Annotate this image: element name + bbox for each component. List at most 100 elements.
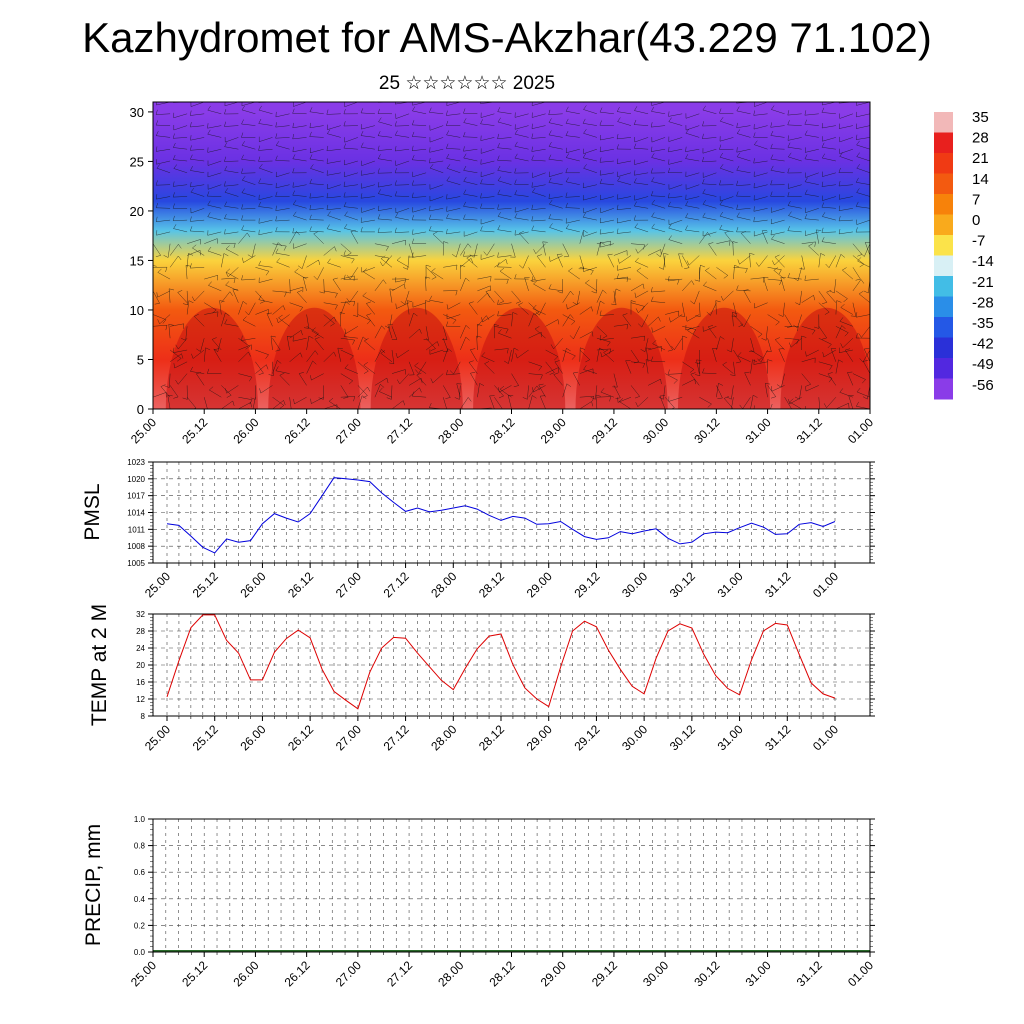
xtick-label: 27.00 [333, 415, 364, 446]
colorbar-swatch [934, 132, 953, 154]
colorbar-label: -42 [972, 336, 994, 353]
warm-lobe [677, 307, 771, 409]
colorbar-swatch [934, 112, 953, 133]
warm-lobe [575, 307, 668, 409]
colorbar-swatch [934, 153, 953, 174]
wind-barbs [153, 102, 870, 409]
xtick-label: 01.00 [810, 569, 841, 600]
ytick-label: 28 [136, 627, 145, 636]
xtick-label: 26.00 [230, 415, 261, 446]
colorbar: 35 28 21 14 7 0 -7 -14 -21 -28 -35 -42 -49 -56 [934, 109, 994, 400]
colorbar-label: -35 [972, 315, 994, 332]
xtick-label: 27.00 [333, 722, 364, 753]
xtick-label: 01.00 [845, 958, 876, 989]
pmsl-x-axis: 25.00 25.12 26.00 26.12 27.00 27.12 28.00 28.12… [142, 563, 841, 600]
ytick-label: 1005 [127, 559, 145, 568]
xtick-label: 26.00 [237, 569, 268, 600]
ytick-label: 1011 [128, 525, 146, 534]
xtick-label: 01.00 [845, 415, 876, 446]
xtick-label: 31.12 [794, 415, 825, 446]
xtick-label: 29.12 [571, 569, 602, 600]
colorbar-label: 7 [972, 191, 980, 208]
colorbar-swatch [934, 276, 953, 297]
colorbar-label: -28 [972, 294, 994, 311]
ytick-label: 1020 [127, 475, 145, 484]
xtick-label: 27.12 [384, 415, 415, 446]
colorbar-label: 0 [972, 212, 980, 229]
xtick-label: 31.00 [743, 958, 774, 989]
pmsl-grid [153, 461, 870, 566]
xtick-label: 30.00 [619, 569, 650, 600]
colorbar-label: 35 [972, 109, 989, 126]
colorbar-swatch [934, 194, 953, 215]
xtick-label: 25.12 [179, 958, 210, 989]
xtick-label: 28.12 [486, 415, 517, 446]
warm-lobe [473, 307, 566, 409]
main-ytick-label: 15 [130, 253, 144, 268]
xtick-label: 30.12 [667, 569, 698, 600]
xtick-label: 31.12 [794, 958, 825, 989]
xtick-label: 30.00 [640, 958, 671, 989]
ytick-label: 8 [141, 712, 146, 721]
xtick-label: 28.12 [486, 958, 517, 989]
xtick-label: 28.00 [428, 569, 459, 600]
xtick-label: 25.00 [142, 569, 173, 600]
xtick-label: 25.12 [179, 415, 210, 446]
ytick-label: 1008 [127, 542, 145, 551]
colorbar-swatch [934, 296, 953, 318]
xtick-label: 30.12 [691, 958, 722, 989]
xtick-label: 29.00 [524, 722, 555, 753]
main-ytick-label: 5 [137, 352, 144, 367]
ytick-label: 1014 [127, 509, 145, 518]
page-title: Kazhydromet for AMS-Akzhar(43.229 71.102… [82, 14, 932, 61]
xtick-label: 30.12 [667, 722, 698, 753]
warm-lobe [268, 307, 361, 409]
page-subtitle: 25 ☆☆☆☆☆☆ 2025 [378, 73, 556, 94]
pmsl-series-line [166, 477, 836, 554]
colorbar-label: 14 [972, 171, 989, 188]
colorbar-swatch [934, 358, 953, 379]
ytick-label: 1.0 [134, 815, 146, 824]
main-ytick-label: 0 [137, 402, 144, 417]
xtick-label: 29.12 [571, 722, 602, 753]
ytick-label: 16 [136, 678, 145, 687]
warm-lobe [165, 307, 258, 409]
xtick-label: 25.00 [128, 958, 159, 989]
precip-ylabel: PRECIP, mm [82, 824, 105, 946]
precip-grid [152, 818, 871, 955]
colorbar-label: -49 [972, 356, 994, 373]
colorbar-swatch [934, 173, 953, 195]
main-y-axis: 0 5 10 15 20 25 30 [130, 105, 153, 417]
ytick-label: 0.4 [134, 895, 146, 904]
pmsl-y-axis: 1005 1008 1011 1014 1017 1020 1023 [127, 458, 875, 568]
xtick-label: 27.12 [384, 958, 415, 989]
xtick-label: 31.00 [743, 415, 774, 446]
xtick-label: 30.00 [619, 722, 650, 753]
xtick-label: 26.00 [237, 722, 268, 753]
xtick-label: 27.00 [333, 958, 364, 989]
ytick-label: 24 [136, 644, 145, 653]
colorbar-label: 28 [972, 130, 989, 147]
ytick-label: 1017 [127, 492, 145, 501]
ytick-label: 0.6 [134, 868, 146, 877]
xtick-label: 28.12 [476, 722, 507, 753]
diurnal-warm-lobes [165, 307, 870, 409]
xtick-label: 30.00 [640, 415, 671, 446]
colorbar-swatch [934, 378, 953, 400]
xtick-label: 27.00 [333, 569, 364, 600]
temp-y-axis: 8 12 16 20 24 28 32 [136, 610, 875, 721]
height-time-panel: 0 5 10 15 20 25 30 25.00 25.12 26.00 26.12 27.00 27… [128, 101, 876, 446]
temp-ylabel: TEMP at 2 M [88, 604, 111, 726]
temp-x-axis: 25.00 25.12 26.00 26.12 27.00 27.12 28.00 28.12… [142, 716, 841, 753]
xtick-label: 28.00 [428, 722, 459, 753]
xtick-label: 26.12 [285, 722, 316, 753]
xtick-label: 25.12 [190, 722, 221, 753]
xtick-label: 28.00 [435, 415, 466, 446]
ytick-label: 0.2 [134, 921, 146, 930]
xtick-label: 27.12 [381, 569, 412, 600]
ytick-label: 12 [136, 695, 145, 704]
ytick-label: 0.0 [134, 948, 146, 957]
xtick-label: 31.00 [715, 569, 746, 600]
xtick-label: 28.00 [435, 958, 466, 989]
